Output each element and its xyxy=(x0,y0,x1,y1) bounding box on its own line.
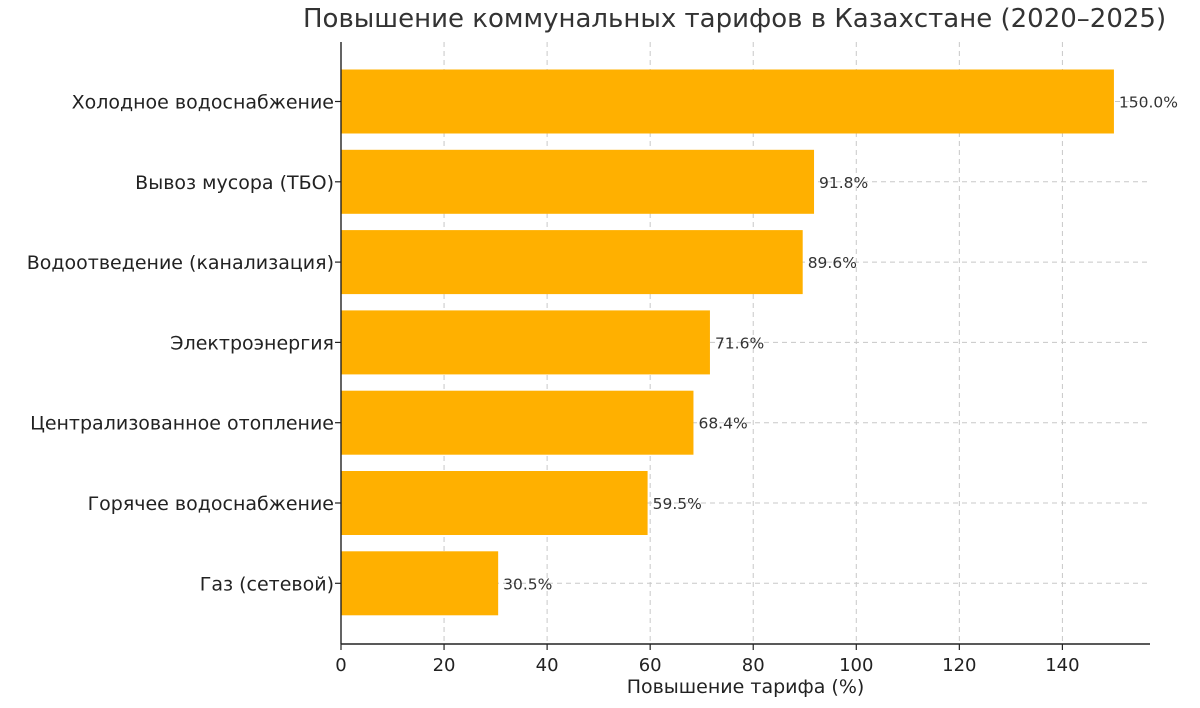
category-label-0: Холодное водоснабжение xyxy=(72,92,334,114)
x-tick-label-0: 0 xyxy=(335,655,346,676)
labels: 0 20 40 60 80 100 120 140 Холодное водоснабжение… xyxy=(27,92,1178,677)
bar-4 xyxy=(341,390,694,455)
x-tick-label-7: 140 xyxy=(1045,655,1079,676)
category-label-1: Вывоз мусора (ТБО) xyxy=(135,172,334,194)
bar-0 xyxy=(341,69,1114,134)
x-axis-label: Повышение тарифа (%) xyxy=(627,676,865,698)
axes xyxy=(335,42,1150,650)
data-label-5: 59.5% xyxy=(653,495,702,513)
bar-1 xyxy=(341,149,815,214)
bar-3 xyxy=(341,310,710,375)
x-tick-label-3: 60 xyxy=(639,655,662,676)
data-label-2: 89.6% xyxy=(808,254,857,272)
category-label-5: Горячее водоснабжение xyxy=(88,493,334,515)
data-label-4: 68.4% xyxy=(698,415,747,433)
category-label-6: Газ (сетевой) xyxy=(200,573,334,595)
bar-2 xyxy=(341,230,803,295)
bars xyxy=(341,69,1114,616)
data-label-0: 150.0% xyxy=(1119,94,1178,112)
x-tick-label-5: 100 xyxy=(839,655,873,676)
category-label-3: Электроэнергия xyxy=(170,332,334,354)
x-tick-label-1: 20 xyxy=(433,655,456,676)
category-label-4: Централизованное отопление xyxy=(30,413,334,435)
data-label-6: 30.5% xyxy=(503,575,552,593)
bar-5 xyxy=(341,471,648,535)
data-label-1: 91.8% xyxy=(819,174,868,192)
category-label-2: Водоотведение (канализация) xyxy=(27,252,334,274)
bar-6 xyxy=(341,551,499,616)
chart-title: Повышение коммунальных тарифов в Казахст… xyxy=(303,4,1167,34)
x-tick-label-2: 40 xyxy=(536,655,559,676)
x-tick-label-4: 80 xyxy=(742,655,765,676)
x-tick-label-6: 120 xyxy=(942,655,976,676)
data-label-3: 71.6% xyxy=(715,334,764,352)
